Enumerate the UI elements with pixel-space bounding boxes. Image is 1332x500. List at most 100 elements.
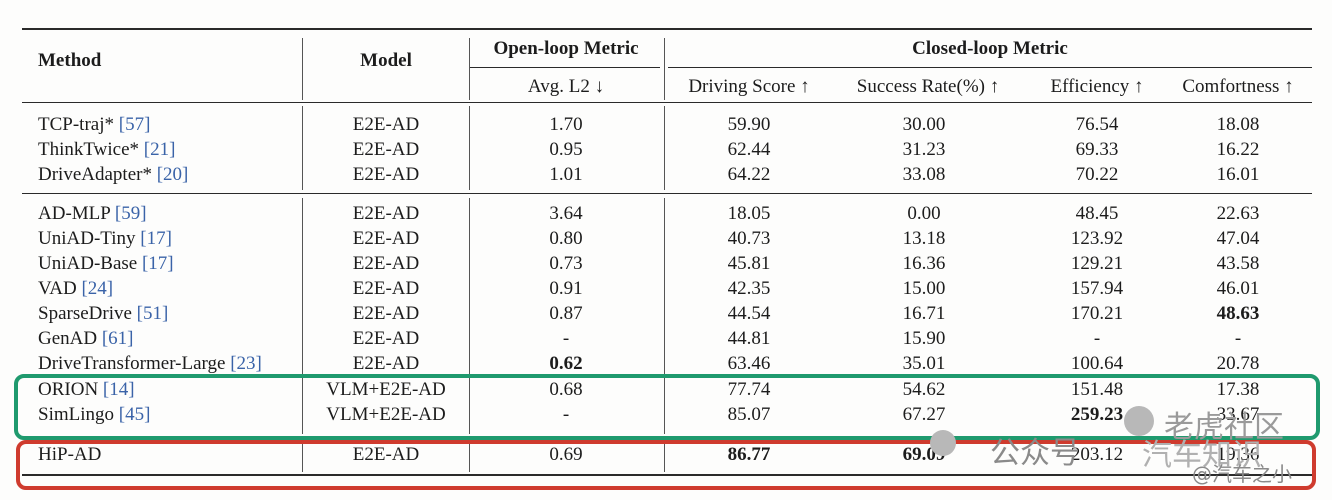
eff-cell: 129.21	[1070, 253, 1124, 274]
model-cell: VLM+E2E-AD	[326, 404, 446, 425]
model-cell: E2E-AD	[352, 328, 420, 349]
model-cell: E2E-AD	[352, 253, 420, 274]
l2-cell: 1.01	[549, 164, 583, 185]
eff-cell: 70.22	[1075, 164, 1119, 185]
highlight-box-hip-ad	[16, 440, 1316, 490]
method-name: ThinkTwice*	[38, 139, 140, 160]
sr-cell: 15.00	[902, 278, 946, 299]
citation-ref[interactable]: [17]	[140, 228, 172, 249]
method-cell: GenAD [61]	[38, 328, 134, 350]
col-sep-2-body-c	[469, 440, 470, 472]
citation-ref[interactable]: [21]	[143, 139, 176, 160]
method-name: TCP-traj*	[38, 114, 114, 135]
col-sep-3-body-c	[664, 440, 665, 472]
ds-cell: 44.81	[727, 328, 771, 349]
ds-cell: 18.05	[727, 203, 771, 224]
col-sep-2-body-b	[469, 198, 470, 434]
header-closed-loop: Closed-loop Metric	[912, 38, 1068, 59]
eff-cell: 100.64	[1070, 353, 1124, 374]
ds-cell: 77.74	[727, 379, 771, 400]
citation-ref[interactable]: [45]	[118, 404, 151, 425]
ds-cell: 63.46	[727, 353, 771, 374]
l2-cell: 3.64	[549, 203, 583, 224]
ds-cell: 86.77	[727, 444, 771, 465]
method-name: ORION	[38, 379, 99, 400]
method-cell: HiP-AD	[38, 444, 101, 466]
method-name: AD-MLP	[38, 203, 111, 224]
eff-cell: 157.94	[1070, 278, 1124, 299]
sr-cell: 0.00	[907, 203, 941, 224]
citation-ref[interactable]: [24]	[81, 278, 114, 299]
sr-cell: 16.71	[902, 303, 946, 324]
method-name: GenAD	[38, 328, 98, 349]
eff-cell: 123.92	[1070, 228, 1124, 249]
l2-cell: 0.95	[549, 139, 583, 160]
comf-cell: 18.08	[1216, 114, 1260, 135]
method-cell: ORION [14]	[38, 379, 135, 401]
comf-cell: 16.01	[1216, 164, 1260, 185]
eff-cell: -	[1093, 328, 1101, 349]
subheader-rule-open	[470, 67, 660, 68]
ds-cell: 44.54	[727, 303, 771, 324]
header-model: Model	[360, 50, 412, 71]
citation-ref[interactable]: [61]	[101, 328, 134, 349]
watermark-line2a: 公众号	[990, 436, 1080, 471]
ds-cell: 85.07	[727, 404, 771, 425]
l2-cell: 0.80	[549, 228, 583, 249]
method-cell: SparseDrive [51]	[38, 303, 168, 325]
method-cell: DriveTransformer-Large [23]	[38, 353, 262, 375]
model-cell: E2E-AD	[352, 114, 420, 135]
citation-ref[interactable]: [59]	[114, 203, 147, 224]
l2-cell: 0.69	[549, 444, 583, 465]
col-sep-3-body-b	[664, 198, 665, 434]
eff-cell: 203.12	[1070, 444, 1124, 465]
model-cell: E2E-AD	[352, 139, 420, 160]
citation-ref[interactable]: [14]	[102, 379, 135, 400]
eff-cell: 170.21	[1070, 303, 1124, 324]
ds-cell: 42.35	[727, 278, 771, 299]
method-cell: UniAD-Tiny [17]	[38, 228, 172, 250]
col-sep-2	[469, 38, 470, 100]
l2-cell: -	[562, 404, 570, 425]
method-cell: AD-MLP [59]	[38, 203, 147, 225]
model-cell: E2E-AD	[352, 444, 420, 465]
l2-cell: 0.73	[549, 253, 583, 274]
header-method: Method	[38, 50, 102, 71]
watermark-icon-2	[930, 430, 956, 456]
watermark-line1: 老虎社区	[1164, 410, 1284, 445]
header-comfortness: Comfortness ↑	[1182, 76, 1294, 97]
sr-cell: 33.08	[902, 164, 946, 185]
sr-cell: 35.01	[902, 353, 946, 374]
l2-cell: 0.91	[549, 278, 583, 299]
watermark-icon	[1124, 406, 1154, 436]
l2-cell: 0.87	[549, 303, 583, 324]
watermark-line3: @汽车之小	[1192, 462, 1292, 486]
col-sep-3	[664, 38, 665, 100]
method-cell: SimLingo [45]	[38, 404, 150, 426]
l2-cell: 0.68	[549, 379, 583, 400]
ds-cell: 62.44	[727, 139, 771, 160]
model-cell: E2E-AD	[352, 203, 420, 224]
model-cell: E2E-AD	[352, 303, 420, 324]
eff-cell: 259.23	[1070, 404, 1124, 425]
citation-ref[interactable]: [57]	[118, 114, 151, 135]
method-name: SparseDrive	[38, 303, 132, 324]
citation-ref[interactable]: [51]	[136, 303, 169, 324]
watermark-line2b: 汽车知识	[1142, 438, 1262, 473]
header-success-rate: Success Rate(%) ↑	[856, 76, 1000, 97]
l2-cell: 0.62	[549, 353, 583, 374]
header-efficiency: Efficiency ↑	[1050, 76, 1144, 97]
method-name: VAD	[38, 278, 77, 299]
highlight-box-vlm	[14, 374, 1320, 440]
sr-cell: 16.36	[902, 253, 946, 274]
citation-ref[interactable]: [17]	[141, 253, 174, 274]
method-name: HiP-AD	[38, 444, 102, 465]
col-sep-1-body-b	[302, 198, 303, 434]
citation-ref[interactable]: [20]	[156, 164, 189, 185]
bottom-rule	[22, 474, 1312, 476]
model-cell: E2E-AD	[352, 278, 420, 299]
method-cell: ThinkTwice* [21]	[38, 139, 175, 161]
method-name: DriveTransformer-Large	[38, 353, 226, 374]
citation-ref[interactable]: [23]	[230, 353, 262, 374]
col-sep-2-body-a	[469, 106, 470, 190]
